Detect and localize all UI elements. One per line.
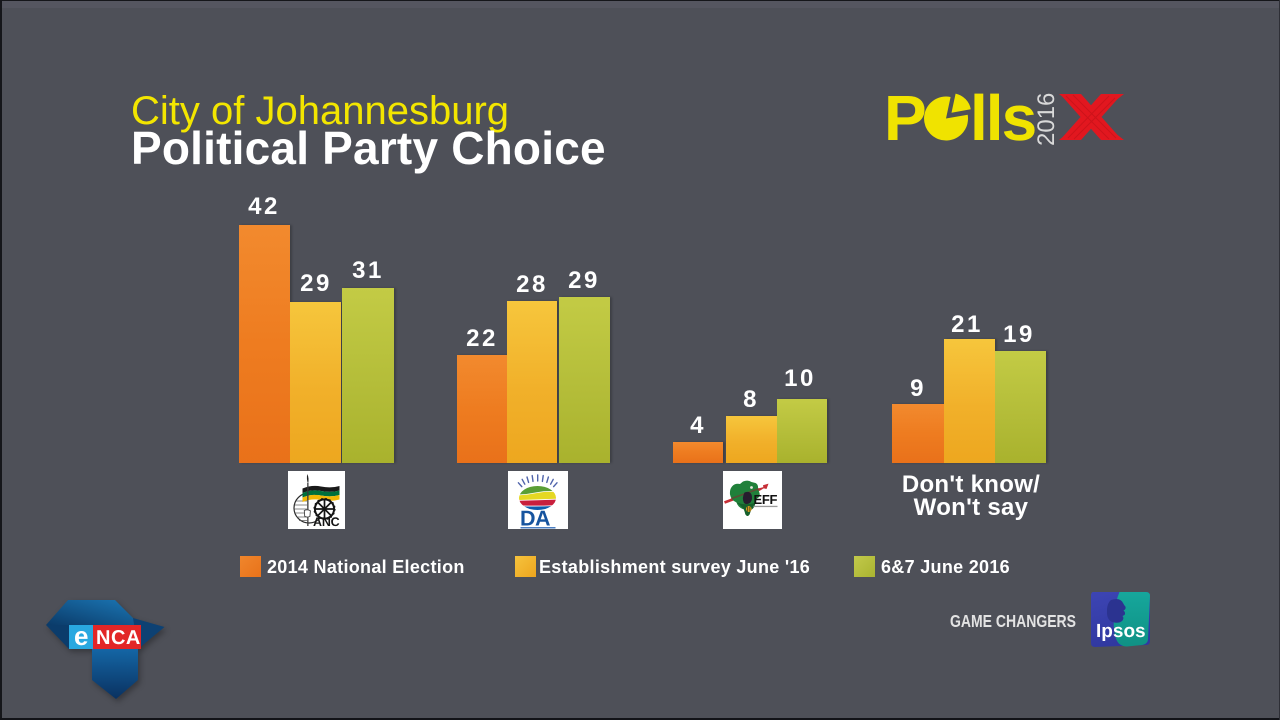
svg-text:Ipsos: Ipsos (1096, 621, 1146, 642)
svg-text:DA: DA (520, 507, 550, 530)
svg-text:EFF: EFF (754, 492, 778, 507)
svg-text:lls: lls (970, 82, 1035, 152)
svg-text:e: e (74, 621, 88, 651)
svg-text:ANC: ANC (313, 515, 340, 529)
svg-text:NCA: NCA (96, 627, 141, 649)
svg-text:P: P (884, 82, 927, 152)
svg-text:2016: 2016 (1033, 93, 1060, 146)
